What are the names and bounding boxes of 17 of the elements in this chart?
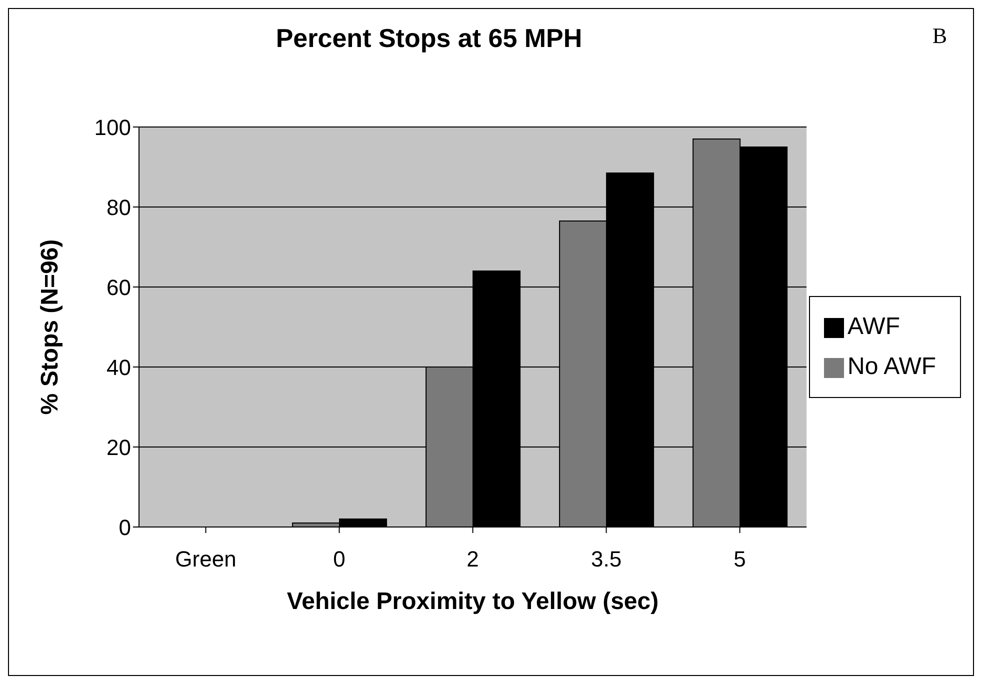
y-tick-label: 60	[106, 274, 131, 300]
x-tick-label: Green	[175, 546, 236, 572]
y-tick-label: 40	[106, 354, 131, 380]
legend-label: No AWF	[848, 353, 936, 380]
y-tick-label: 0	[118, 514, 131, 540]
x-tick-label: 0	[333, 546, 346, 572]
y-tick-label: 80	[106, 194, 131, 220]
x-axis-title: Vehicle Proximity to Yellow (sec)	[286, 588, 659, 615]
y-tick-label: 20	[106, 434, 131, 460]
x-tick-label: 5	[734, 546, 746, 572]
y-axis-title: % Stops (N=96)	[36, 239, 64, 415]
y-tick-label: 100	[94, 114, 131, 140]
x-tick-label: 2	[466, 546, 479, 572]
legend-label: AWF	[848, 313, 900, 340]
x-tick-label: 3.5	[590, 546, 622, 572]
text: B	[932, 23, 947, 49]
chart-title: Percent Stops at 65 MPH	[274, 23, 584, 54]
